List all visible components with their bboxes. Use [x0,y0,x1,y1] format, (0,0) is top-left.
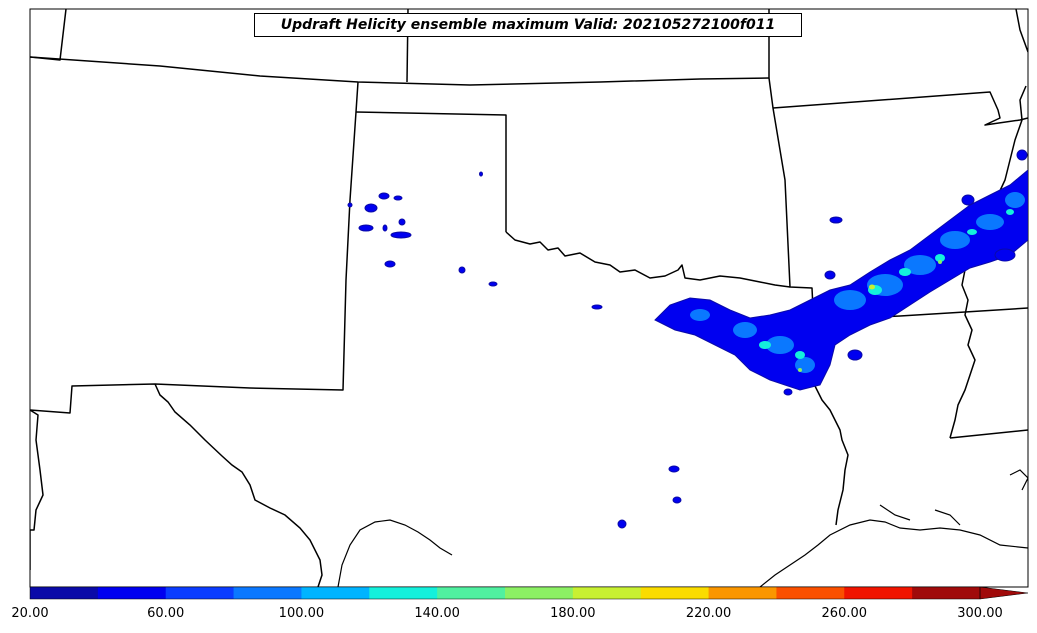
colorbar-tick-label: 300.00 [957,606,1003,621]
map-title: Updraft Helicity ensemble maximum Valid:… [254,13,802,37]
colorbar-tick-label: 140.00 [414,606,460,621]
colorbar-cell [912,587,981,599]
colorbar-cell [844,587,913,599]
colorbar-tick-label: 260.00 [821,606,868,621]
coastline [337,469,1028,587]
colorbar-tick-label: 100.00 [278,606,325,621]
colorbar-tick-label: 220.00 [685,606,732,621]
colorbar-frame [29,586,981,600]
colorbar-cell [437,587,506,599]
colorbar-cell [97,587,167,599]
colorbar-cell [640,587,710,599]
helicity-field [347,149,1028,529]
colorbar-tick-label: 60.00 [147,606,185,621]
colorbar-cell [369,587,438,599]
colorbar-cell [776,587,845,599]
colorbar-tick-label: 180.00 [550,606,596,621]
colorbar-cell [708,587,777,599]
colorbar-cell [301,587,370,599]
colorbar-cells [30,587,981,599]
colorbar-tick-label: 20.00 [11,606,49,621]
colorbar [29,586,1029,600]
colorbar-extend-arrow [979,586,1029,600]
colorbar-cell [505,587,574,599]
colorbar-cell [30,587,99,599]
colorbar-cell [233,587,302,599]
colorbar-cell [572,587,642,599]
colorbar-cell [165,587,235,599]
southern-border [154,383,323,587]
